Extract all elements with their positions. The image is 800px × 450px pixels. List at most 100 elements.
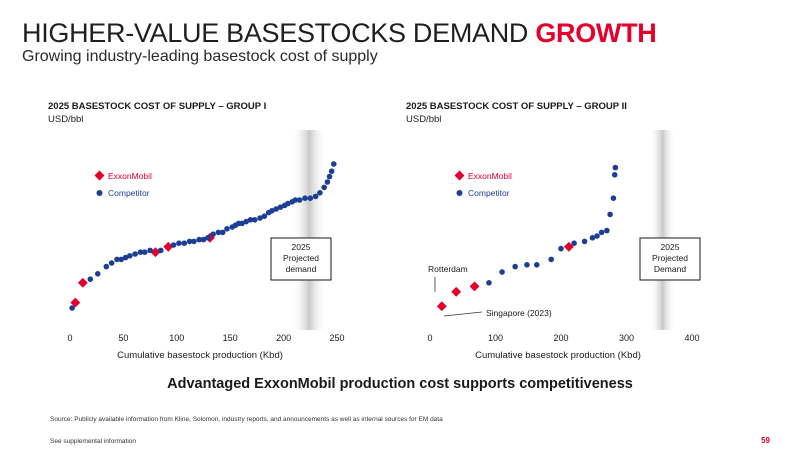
x-tick-label: 150 [223, 333, 238, 343]
competitor-point [118, 256, 125, 263]
competitor-point [598, 229, 605, 236]
x-tick-label: 200 [276, 333, 291, 343]
projected-demand-text: Projected [283, 253, 319, 263]
competitor-point [204, 235, 211, 241]
title-main: HIGHER-VALUE BASESTOCKS DEMAND [22, 18, 529, 48]
x-axis-label: Cumulative basestock production (Kbd) [475, 350, 641, 361]
competitor-point [191, 238, 197, 245]
competitor-point [285, 200, 291, 207]
competitor-point [69, 305, 75, 311]
exxonmobil-point [563, 241, 574, 252]
competitor-point [330, 161, 337, 167]
tagline: Advantaged ExxonMobil production cost su… [167, 376, 633, 392]
competitor-point [533, 262, 540, 268]
competitor-point [273, 206, 279, 212]
exxonmobil-point [77, 277, 88, 288]
competitor-point [317, 190, 323, 196]
competitor-point [324, 179, 331, 185]
projected-demand-box [639, 237, 701, 281]
competitor-point [219, 229, 226, 236]
competitor-point [186, 238, 193, 245]
competitor-point [607, 211, 613, 218]
competitor-point [499, 269, 505, 275]
competitor-point [589, 235, 596, 241]
legend-exxonmobil-marker [94, 170, 105, 181]
competitor-point [610, 195, 617, 201]
competitor-point [302, 195, 308, 201]
exxonmobil-point [469, 281, 480, 292]
competitor-point [243, 218, 250, 225]
competitor-point [312, 193, 319, 200]
competitor-point [200, 236, 207, 243]
competitor-point [612, 164, 619, 171]
competitor-point [103, 263, 110, 270]
legend-exxonmobil-marker [454, 170, 465, 181]
projected-demand-text: Demand [654, 264, 686, 274]
exxonmobil-point [436, 301, 447, 312]
competitor-point [122, 254, 129, 261]
competitor-point [108, 260, 115, 266]
competitor-point [196, 236, 203, 243]
chart2-unit: USD/bbl [406, 114, 442, 125]
page-title: HIGHER-VALUE BASESTOCKS DEMAND GROWTH [22, 18, 657, 49]
competitor-point [571, 240, 577, 246]
competitor-point [321, 184, 327, 191]
x-tick-label: 0 [427, 333, 432, 343]
competitor-point [326, 173, 333, 180]
chart2-title: 2025 BASESTOCK COST OF SUPPLY – GROUP II [406, 101, 627, 112]
competitor-point [594, 233, 600, 239]
demand-band [292, 130, 327, 330]
competitor-point [87, 276, 94, 283]
competitor-point [524, 262, 530, 268]
legend-exxonmobil-label: ExxonMobil [468, 171, 512, 181]
projected-demand-text: demand [286, 264, 317, 274]
x-tick-label: 50 [118, 333, 128, 343]
x-tick-label: 0 [67, 333, 72, 343]
projected-demand-box [270, 237, 332, 281]
competitor-point [147, 247, 153, 254]
competitor-point [251, 217, 258, 223]
projected-demand-text: 2025 [292, 242, 311, 252]
competitor-point [141, 249, 148, 255]
competitor-point [239, 220, 245, 227]
competitor-point [307, 195, 314, 201]
competitor-point [581, 238, 588, 245]
competitor-point [558, 245, 564, 252]
chart1-title: 2025 BASESTOCK COST OF SUPPLY – GROUP I [48, 101, 267, 112]
exxonmobil-point [163, 241, 174, 252]
legend-competitor-marker [456, 190, 463, 196]
competitor-point [261, 213, 268, 219]
x-tick-label: 400 [684, 333, 699, 343]
competitor-point [181, 240, 188, 246]
x-tick-label: 250 [329, 333, 344, 343]
competitor-point [224, 226, 230, 232]
callout-label: Singapore (2023) [486, 308, 552, 318]
legend-competitor-label: Competitor [108, 188, 150, 198]
competitor-point [176, 240, 182, 246]
competitor-point [328, 168, 335, 174]
callout-line [443, 311, 483, 317]
competitor-point [269, 208, 275, 214]
chart1-plot: 0 50 100 150 200 250 Cumulative basestock prod… [67, 130, 345, 361]
chart2-plot: 0 100 200 300 400 Cumulative basestock produc… [427, 130, 701, 361]
competitor-point [512, 263, 518, 270]
competitor-point [292, 197, 299, 203]
competitor-point [210, 231, 216, 237]
page-number: 59 [761, 436, 770, 445]
legend-exxonmobil-label: ExxonMobil [108, 171, 152, 181]
x-tick-label: 300 [619, 333, 634, 343]
x-axis-label: Cumulative basestock production (Kbd) [117, 350, 283, 361]
callout-label: Rotterdam [428, 264, 468, 274]
competitor-point [132, 251, 138, 257]
competitor-point [137, 249, 144, 255]
x-tick-label: 100 [488, 333, 503, 343]
exxonmobil-point [150, 247, 161, 258]
x-tick-label: 100 [169, 333, 184, 343]
chart1-unit: USD/bbl [48, 114, 84, 125]
demand-band [649, 130, 676, 330]
competitor-point [215, 229, 222, 236]
x-tick-label: 200 [553, 333, 568, 343]
competitor-point [486, 280, 492, 286]
competitor-point [277, 204, 284, 210]
